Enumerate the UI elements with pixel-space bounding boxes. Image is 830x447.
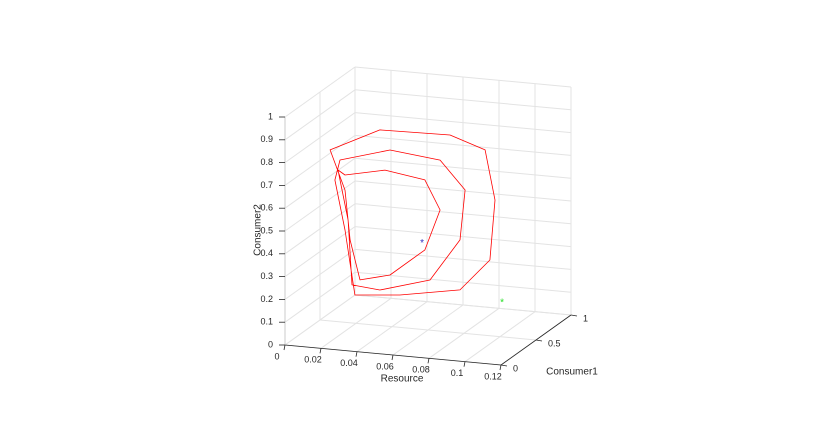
x-axis-label: Resource	[381, 374, 424, 385]
grid-line	[354, 226, 572, 248]
x-tick-label: 0.12	[484, 371, 502, 381]
x-tick-label: 0	[274, 351, 279, 361]
y-tick	[535, 339, 543, 342]
grid-line	[354, 89, 572, 111]
z-tick-label: 0.4	[260, 248, 273, 258]
grid-line	[284, 294, 356, 346]
grid-line	[284, 180, 356, 232]
grid-line	[354, 157, 572, 179]
y-tick	[500, 364, 508, 367]
z-tick-label: 0.6	[260, 203, 273, 213]
x-tick	[499, 364, 502, 371]
z-axis-label: Consumer2	[253, 204, 264, 256]
z-tick-label: 0.5	[260, 225, 273, 235]
grid-line	[284, 112, 356, 164]
grid-line	[284, 248, 356, 300]
x-tick-label: 0.08	[412, 365, 430, 375]
grid-line	[284, 226, 356, 278]
grid-line	[354, 134, 572, 156]
y-tick-label: 0.5	[548, 338, 561, 348]
grid-line	[354, 180, 572, 202]
x-tick-label: 0.02	[304, 355, 322, 365]
grid-line	[284, 203, 356, 255]
grid-line	[354, 66, 572, 88]
grid-line	[284, 134, 356, 186]
x-tick	[463, 361, 466, 367]
grid-line	[284, 157, 356, 209]
grid-line	[284, 271, 356, 323]
grid-line	[319, 319, 537, 341]
z-tick-label: 0.1	[260, 317, 273, 327]
x-tick	[391, 354, 394, 361]
x-tick-label: 0.1	[451, 368, 464, 378]
x-tick	[427, 358, 430, 364]
grid-line	[354, 294, 572, 316]
x-tick	[283, 344, 286, 351]
z-tick-label: 0.3	[260, 271, 273, 281]
z-tick-label: 0	[268, 339, 273, 349]
grid-line	[354, 248, 572, 270]
z-tick-label: 1	[268, 111, 273, 121]
equilibrium-point: *	[500, 298, 504, 309]
grid-line	[284, 66, 356, 118]
z-tick-label: 0.7	[260, 180, 273, 190]
x-tick-label: 0.04	[340, 358, 358, 368]
y-tick-label: 0	[513, 363, 518, 373]
grid-line	[284, 89, 356, 141]
z-tick-label: 0.8	[260, 157, 273, 167]
x-tick-label: 0.06	[376, 361, 394, 371]
trajectory	[329, 129, 496, 296]
z-tick-label: 0.2	[260, 294, 273, 304]
x-tick	[319, 348, 322, 354]
x-tick	[355, 351, 358, 357]
grid-line	[354, 271, 572, 293]
y-tick-label: 1	[583, 313, 588, 323]
grid-line	[354, 112, 572, 134]
equilibrium-point: *	[420, 238, 424, 249]
z-tick-label: 0.9	[260, 134, 273, 144]
y-tick	[570, 314, 578, 317]
y-axis-label: Consumer1	[546, 367, 598, 378]
